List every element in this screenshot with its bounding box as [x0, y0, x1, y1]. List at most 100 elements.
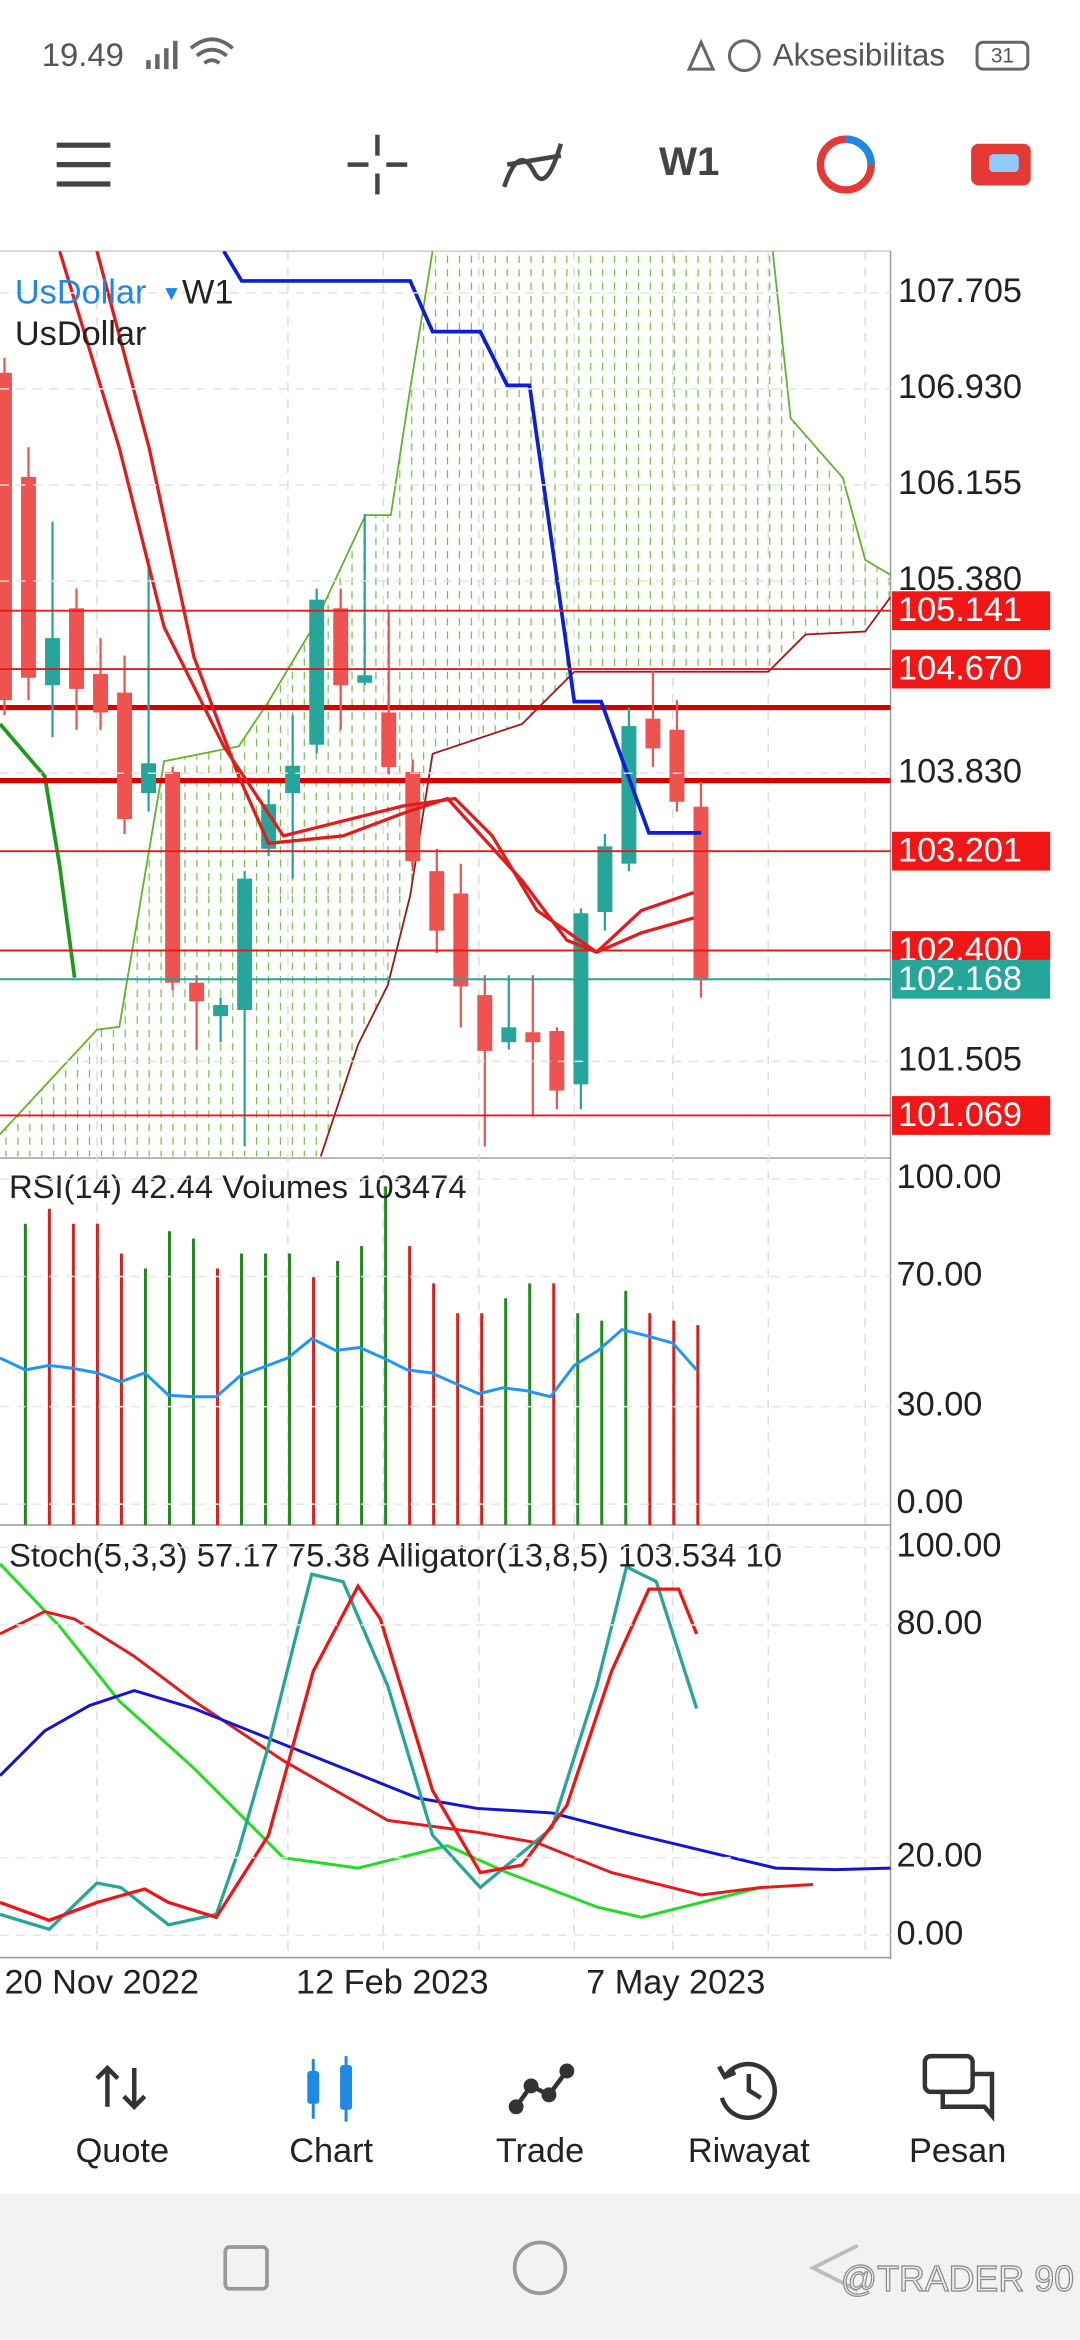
- stoch-label: Stoch(5,3,3) 57.17 75.38 Alligator(13,8,…: [9, 1537, 782, 1574]
- back-button[interactable]: [808, 2243, 859, 2292]
- chart-subtitle: UsDollar: [15, 315, 147, 353]
- history-icon[interactable]: [717, 2061, 777, 2120]
- price-tag: [892, 591, 1051, 631]
- panel-axis-label: 100.00: [897, 1158, 1002, 1196]
- menu-icon[interactable]: [56, 142, 111, 187]
- candle-body: [573, 913, 589, 1085]
- candle-body: [93, 674, 108, 713]
- symbol-dropdown[interactable]: ▼: [161, 282, 182, 305]
- nav-labels: Quote Chart Trade Riwayat Pesan: [76, 2132, 1007, 2170]
- kijun-line: [222, 251, 702, 835]
- time-axis-label: 20 Nov 2022: [4, 1964, 199, 2002]
- candle-body: [285, 765, 301, 794]
- candle-body: [141, 763, 157, 794]
- candle-body: [453, 893, 469, 987]
- price-axis-label: 106.155: [898, 464, 1022, 502]
- senkou-a: [771, 251, 891, 576]
- trade-icon[interactable]: [508, 2063, 575, 2115]
- price-tag-label: 105.141: [898, 591, 1022, 629]
- watermark: @TRADER 90: [841, 2259, 1074, 2299]
- signal-icon: [146, 40, 178, 70]
- price-axis-label: 106.930: [898, 368, 1022, 406]
- senkou-a: [0, 251, 434, 1135]
- price-axis-label: 101.505: [898, 1040, 1022, 1078]
- nav-label[interactable]: Trade: [496, 2132, 584, 2170]
- candles: [0, 357, 709, 1147]
- price-tag-label: 102.168: [898, 960, 1022, 998]
- candle-body: [357, 675, 373, 683]
- price-tag: [892, 1096, 1051, 1135]
- candle-body: [0, 372, 12, 701]
- volume-bars: [23, 1186, 700, 1526]
- alligator-jaw: [0, 1689, 891, 1872]
- panel-axis-label: 20.00: [897, 1837, 983, 1875]
- candle-body: [21, 476, 36, 678]
- crosshair-icon[interactable]: [347, 134, 408, 195]
- stoch-k: [0, 1564, 699, 1932]
- candle-body: [45, 638, 60, 686]
- toolbar-timeframe[interactable]: W1: [659, 139, 719, 184]
- chart-icon[interactable]: [307, 2056, 353, 2122]
- trade-icon-accent: [989, 154, 1019, 173]
- price-tag: [892, 831, 1051, 871]
- candle-body: [309, 599, 325, 745]
- recents-button[interactable]: [223, 2245, 269, 2291]
- home-button[interactable]: [512, 2240, 568, 2296]
- panel-axis-label: 30.00: [897, 1386, 983, 1424]
- panel-axis-label: 80.00: [897, 1604, 983, 1642]
- price-tags: 105.141104.670103.201102.400101.069102.1…: [892, 591, 1051, 1135]
- candle-body: [525, 1032, 541, 1043]
- nav-label[interactable]: Pesan: [909, 2132, 1006, 2170]
- nav-label[interactable]: Chart: [289, 2132, 373, 2170]
- price-tag-label: 104.670: [898, 650, 1022, 688]
- candle-body: [213, 1005, 229, 1017]
- time-axis-label: 12 Feb 2023: [296, 1964, 489, 2002]
- candle-body: [429, 871, 445, 931]
- chart-symbol[interactable]: UsDollar: [15, 273, 147, 311]
- chikou-line: [0, 722, 77, 978]
- alligator-teeth: [0, 1609, 814, 1897]
- bell-off-icon: [686, 38, 716, 71]
- battery-level: 31: [991, 45, 1014, 68]
- candle-body: [501, 1027, 517, 1043]
- candle-body: [333, 608, 349, 686]
- lock-icon: [727, 39, 761, 73]
- bottom-nav: [0, 2006, 1080, 2194]
- candle-body: [69, 608, 84, 689]
- candle-body: [165, 771, 181, 983]
- wifi-icon: [189, 37, 234, 65]
- candle-body: [405, 771, 421, 862]
- candle-body: [381, 712, 397, 768]
- quote-icon[interactable]: [95, 2064, 147, 2110]
- candle-body: [693, 806, 709, 981]
- sub-panels: RSI(14) 42.44 Volumes 103474 Stoch(5,3,3…: [0, 1168, 891, 1932]
- price-axis-label: 107.705: [898, 272, 1022, 310]
- rsi-label: RSI(14) 42.44 Volumes 103474: [9, 1168, 467, 1205]
- status-time: 19.49: [42, 36, 124, 73]
- candle-body: [549, 1031, 565, 1091]
- clock-icon-accent: [845, 135, 875, 165]
- price-tag-label: 103.201: [898, 832, 1022, 870]
- nav-label[interactable]: Quote: [76, 2132, 169, 2170]
- battery-icon: [975, 40, 1030, 71]
- price-tag-label: 101.069: [898, 1096, 1022, 1134]
- panel-axis-label: 0.00: [897, 1914, 964, 1952]
- candle-body: [597, 846, 613, 913]
- candle-body: [189, 982, 205, 1002]
- price-tag: [892, 959, 1051, 999]
- senkou-b: [319, 596, 891, 1157]
- rsi-line: [0, 1327, 698, 1399]
- nav-icons: [95, 2053, 995, 2122]
- main-plot: [0, 251, 891, 1157]
- candle-body: [477, 995, 493, 1051]
- panel-axis-label: 70.00: [897, 1256, 983, 1294]
- candle-body: [237, 878, 253, 1010]
- nav-label[interactable]: Riwayat: [688, 2132, 810, 2170]
- candle-body: [621, 726, 637, 864]
- stoch-d: [0, 1583, 699, 1923]
- message-icon[interactable]: [922, 2053, 995, 2122]
- candle-body: [669, 729, 685, 802]
- indicator-icon[interactable]: [502, 143, 564, 188]
